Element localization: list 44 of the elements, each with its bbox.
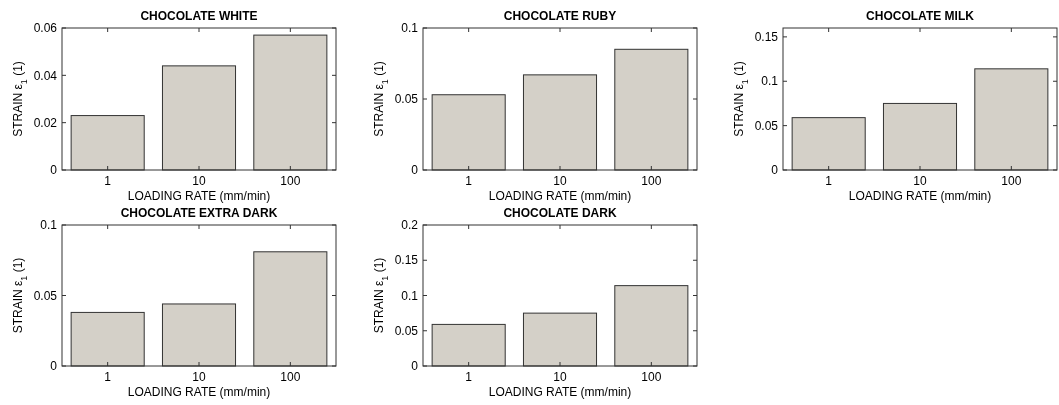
y-tick-label: 0	[411, 359, 419, 374]
y-tick-label: 0	[771, 163, 779, 178]
y-tick-label: 0.02	[33, 115, 58, 130]
y-tick-label: 0.06	[33, 21, 58, 36]
y-tick-label: 0	[411, 163, 419, 178]
y-tick-label: 0	[50, 359, 58, 374]
chart-title: CHOCOLATE DARK	[503, 206, 617, 220]
x-tick-label: 1	[825, 174, 833, 188]
x-tick-label: 10	[192, 174, 206, 188]
x-tick-label: 100	[1001, 174, 1022, 188]
y-tick-label: 0.1	[761, 74, 779, 89]
x-axis-title: LOADING RATE (mm/min)	[488, 189, 632, 203]
x-tick-label: 100	[641, 174, 662, 188]
chart-title: CHOCOLATE EXTRA DARK	[120, 206, 278, 220]
x-axis-title: LOADING RATE (mm/min)	[848, 189, 992, 203]
x-tick-label: 1	[465, 174, 473, 188]
x-tick-label: 10	[553, 174, 567, 188]
x-tick-label: 1	[465, 370, 473, 384]
y-tick-label: 0.05	[33, 288, 58, 303]
x-tick-label: 10	[913, 174, 927, 188]
x-tick-label: 100	[280, 174, 301, 188]
y-tick-label: 0.15	[754, 30, 779, 45]
x-axis-title: LOADING RATE (mm/min)	[127, 189, 271, 203]
x-tick-label: 1	[104, 174, 112, 188]
y-tick-label: 0.1	[401, 21, 419, 36]
x-axis-title: LOADING RATE (mm/min)	[127, 385, 271, 399]
chart-title: CHOCOLATE RUBY	[503, 9, 617, 23]
x-tick-label: 1	[104, 370, 112, 384]
y-tick-label: 0.05	[394, 323, 419, 338]
y-tick-label: 0.05	[394, 92, 419, 107]
y-tick-label: 0.1	[40, 218, 58, 233]
y-tick-label: 0.15	[394, 253, 419, 268]
y-tick-label: 0.1	[401, 288, 419, 303]
x-tick-label: 10	[553, 370, 567, 384]
y-tick-label: 0.05	[754, 118, 779, 133]
x-tick-label: 100	[280, 370, 301, 384]
y-tick-label: 0.2	[401, 218, 419, 233]
x-tick-label: 10	[192, 370, 206, 384]
y-tick-label: 0.04	[33, 68, 58, 83]
y-tick-label: 0	[50, 163, 58, 178]
x-axis-title: LOADING RATE (mm/min)	[488, 385, 632, 399]
chart-title: CHOCOLATE MILK	[866, 9, 975, 23]
x-tick-label: 100	[641, 370, 662, 384]
chart-title: CHOCOLATE WHITE	[140, 9, 258, 23]
